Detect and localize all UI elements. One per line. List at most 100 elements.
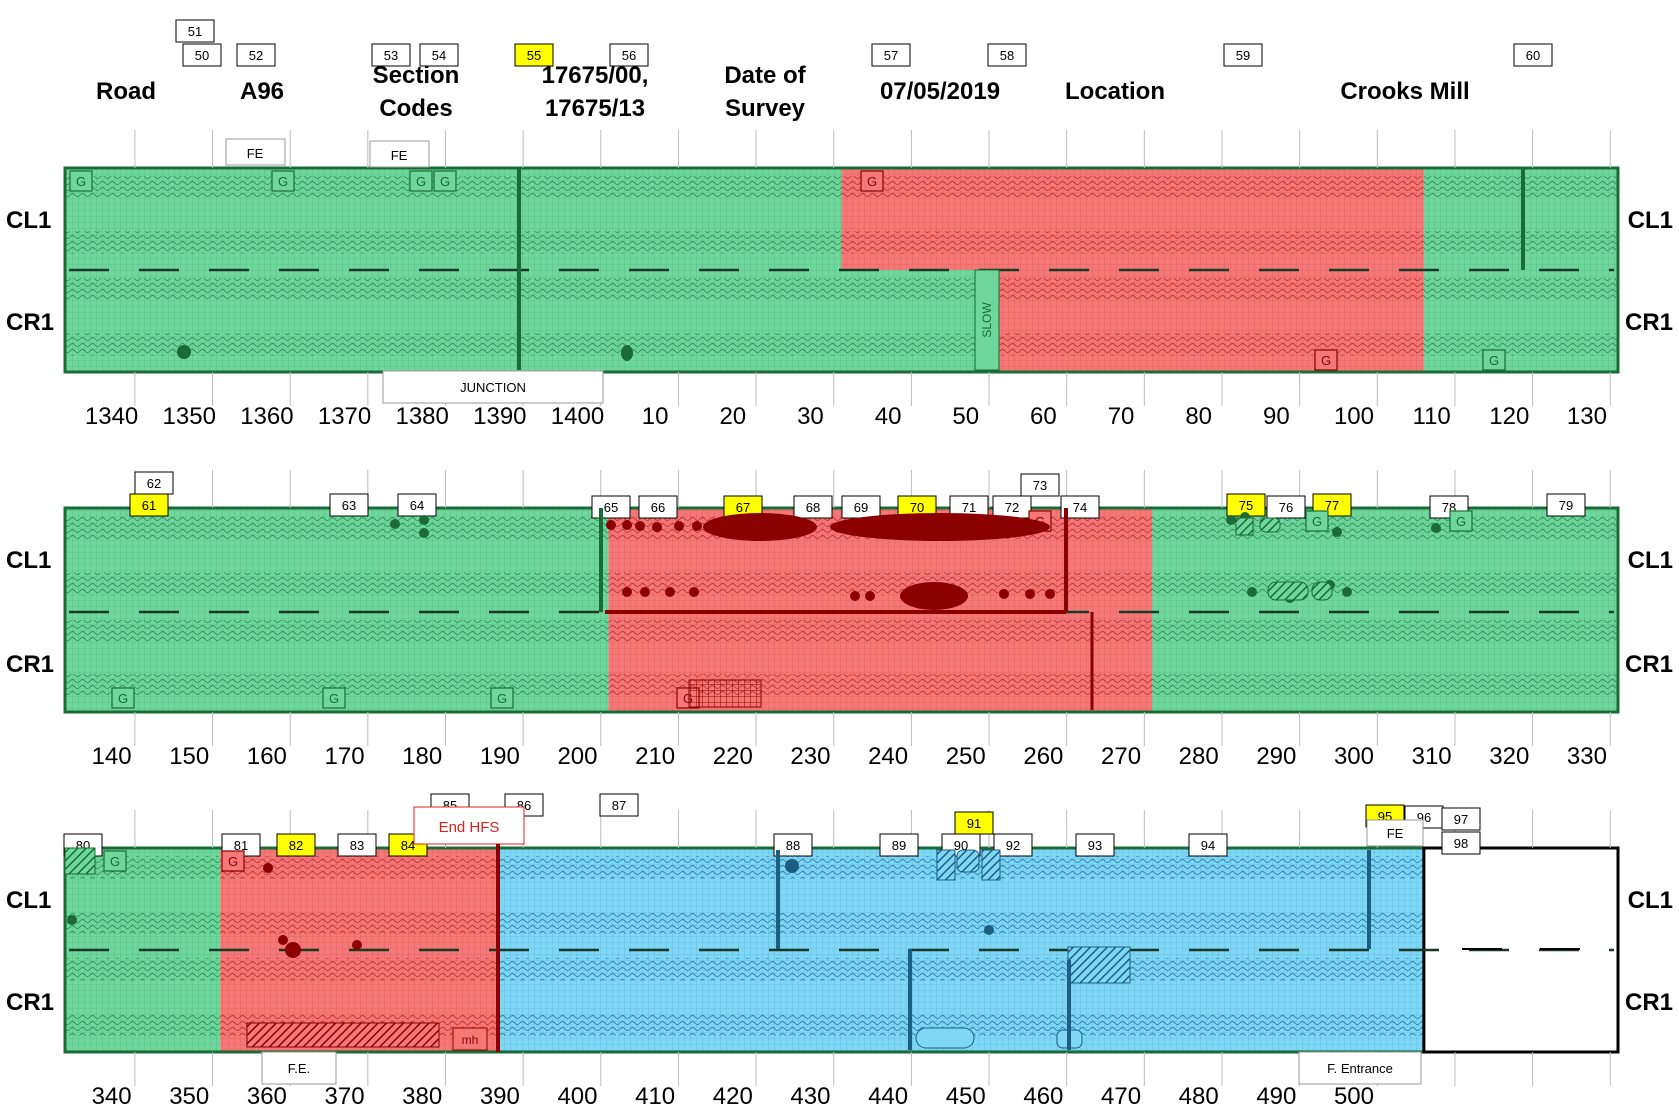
callout-box: [1546, 493, 1586, 517]
manhole: [452, 1027, 488, 1051]
patch-hatch-8: [956, 849, 980, 873]
chainage-label: 430: [790, 1083, 830, 1110]
callout-label: 83: [350, 838, 364, 853]
chainage-label: 90: [1263, 403, 1290, 430]
gully-marker-letter: G: [440, 174, 450, 189]
chainage-label: 450: [946, 1083, 986, 1110]
chainage-label: 150: [169, 743, 209, 770]
defect-dot: [850, 591, 860, 601]
chainage-label: 130: [1567, 403, 1607, 430]
lane-label-cr1: CR1: [6, 989, 54, 1016]
callout-label: 72: [1005, 500, 1019, 515]
lane-label-cl1: CL1: [6, 207, 51, 234]
gully-marker-letter: G: [110, 854, 120, 869]
chainage-label: 360: [247, 1083, 287, 1110]
end-hfs-text: End HFS: [439, 819, 500, 836]
chainage-label: 40: [875, 403, 902, 430]
callout-label: 87: [612, 798, 626, 813]
callout-label: 92: [1006, 838, 1020, 853]
chainage-label: 80: [1185, 403, 1212, 430]
callout-label: 97: [1454, 812, 1468, 827]
segment-texture-band: [65, 333, 997, 356]
strip-border: [63, 166, 1620, 374]
chainage-label: 110: [1413, 403, 1451, 430]
pothole-3: [785, 859, 799, 873]
callout-label: 73: [1033, 478, 1047, 493]
patch-mesh: [688, 679, 762, 708]
gully-marker-icon: [433, 170, 457, 192]
patch-hatch-9: [981, 849, 1001, 881]
gully-marker-letter: G: [329, 691, 339, 706]
chainage-label: 340: [92, 1083, 132, 1110]
junction-text: JUNCTION: [460, 380, 526, 395]
pothole-4: [285, 942, 301, 958]
chainage-label: 200: [557, 743, 597, 770]
gully-marker-icon: [409, 170, 433, 192]
chainage-label: 1360: [240, 403, 293, 430]
defect-dot: [692, 521, 702, 531]
callout-box: [514, 43, 554, 67]
road-value: A96: [239, 78, 285, 105]
lane-label-cr1: CR1: [1625, 309, 1673, 336]
callout-box: [1513, 43, 1553, 67]
chainage-label: 420: [713, 1083, 753, 1110]
callout-label: 93: [1088, 838, 1102, 853]
segment-texture-band: [220, 958, 500, 981]
callout-label: 89: [892, 838, 906, 853]
chainage-label: 1350: [163, 403, 216, 430]
callout-box: [236, 43, 276, 67]
callout-label: 91: [967, 816, 981, 831]
callout-label: 88: [786, 838, 800, 853]
defect-dot: [1342, 587, 1352, 597]
segment-texture-band: [65, 674, 609, 696]
segment-texture-band: [499, 911, 1424, 934]
chainage-label: 250: [946, 743, 986, 770]
gully-marker-letter: G: [416, 174, 426, 189]
callout-label: 61: [142, 498, 156, 513]
callout-label: 75: [1239, 498, 1253, 513]
chainage-label: 50: [952, 403, 979, 430]
gully-marker-letter: G: [278, 174, 288, 189]
patch-hatch-7: [936, 849, 956, 881]
segment-texture-band: [65, 572, 609, 596]
chainage-label: 240: [868, 743, 908, 770]
end-hfs-box: [413, 806, 525, 845]
callout-box: [337, 833, 377, 857]
lane-label-cl1: CL1: [1628, 207, 1673, 234]
callout-box: [134, 471, 174, 495]
callout-box: [871, 43, 911, 67]
callout-box: [773, 833, 813, 857]
manhole-text: mh: [462, 1033, 479, 1047]
lane-label-cl1: CL1: [6, 887, 51, 914]
patch-hatch-10: [64, 847, 96, 875]
segment-texture-band: [220, 911, 500, 934]
callout-box: [1223, 43, 1263, 67]
segment-texture-band: [65, 620, 609, 642]
chainage-label: 500: [1334, 1083, 1374, 1110]
fretting-1: [703, 513, 817, 541]
chainage-label: 70: [1108, 403, 1135, 430]
f-entrance-text: F. Entrance: [1327, 1061, 1393, 1076]
lane-label-cr1: CR1: [1625, 651, 1673, 678]
callout-box: [638, 495, 678, 519]
lane-label-cr1: CR1: [6, 309, 54, 336]
fe-text-1: FE: [247, 146, 264, 161]
section-codes-value-line2: 17675/13: [544, 95, 646, 122]
location-value: Crooks Mill: [1340, 78, 1470, 105]
lane-label-cl1: CL1: [1628, 547, 1673, 574]
chainage-label: 260: [1023, 743, 1063, 770]
gully-marker-icon: [69, 170, 93, 192]
callout-label: 77: [1325, 498, 1339, 513]
gully-marker-icon: [1482, 349, 1506, 371]
callout-label: 52: [249, 48, 263, 63]
gully-marker-letter: G: [1312, 514, 1322, 529]
unsurveyed-area: [1423, 848, 1618, 1052]
gully-marker-letter: G: [1321, 353, 1331, 368]
location-label: Location: [1065, 78, 1165, 105]
callout-box: [1266, 495, 1306, 519]
defect-dot: [1025, 589, 1035, 599]
fretting-3: [900, 582, 968, 610]
chainage-label: 1390: [473, 403, 526, 430]
date-value: 07/05/2019: [879, 78, 1001, 105]
segment-texture-band: [65, 958, 221, 981]
